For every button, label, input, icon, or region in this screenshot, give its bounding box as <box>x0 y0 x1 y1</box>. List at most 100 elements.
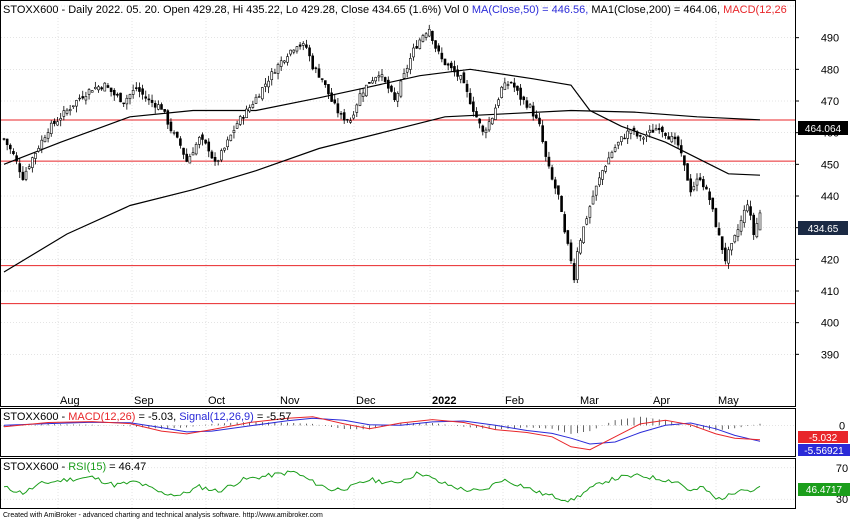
candle-body <box>119 92 122 103</box>
candle-body <box>204 139 207 144</box>
candle-body <box>308 47 311 57</box>
price-pane-frame <box>0 0 796 407</box>
candle-body <box>746 204 749 212</box>
candle-body <box>323 80 327 85</box>
candle-body <box>563 214 567 233</box>
candle-body <box>399 80 403 97</box>
candle-body <box>201 134 204 140</box>
candle-body <box>273 72 277 74</box>
candle-body <box>72 105 75 108</box>
candle-body <box>27 166 31 169</box>
candle-body <box>380 74 384 78</box>
candle-body <box>43 137 47 143</box>
candle-body <box>371 80 374 84</box>
candle-body <box>358 93 362 106</box>
candle-body <box>128 94 132 100</box>
candle-body <box>720 236 724 250</box>
candle-body <box>431 30 434 41</box>
candle-body <box>487 121 491 131</box>
candle-body <box>9 144 12 150</box>
candle-body <box>692 186 696 191</box>
candle-body <box>106 85 110 88</box>
candle-body <box>342 112 346 121</box>
candle-body <box>361 92 365 97</box>
candle-body <box>226 139 229 148</box>
candle-body <box>670 136 674 143</box>
ma200-value-tag-text: 464.064 <box>805 124 842 135</box>
candle-body <box>475 111 478 118</box>
candle-body <box>53 120 56 124</box>
candle-body <box>216 160 220 162</box>
candle-body <box>75 100 78 107</box>
candle-body <box>516 85 519 91</box>
candle-body <box>689 178 693 193</box>
candle-body <box>131 90 135 95</box>
candle-body <box>701 179 705 188</box>
candle-body <box>185 153 188 162</box>
price-tick-label: 450 <box>821 159 839 171</box>
month-tick-label: Nov <box>280 395 300 407</box>
candle-body <box>383 77 387 82</box>
month-tick-label: Oct <box>208 395 225 407</box>
candle-body <box>427 28 431 37</box>
month-tick-label: May <box>718 395 739 407</box>
candle-body <box>352 114 355 119</box>
candle-body <box>336 103 340 114</box>
month-tick-label: Feb <box>505 395 524 407</box>
candle-body <box>97 86 100 91</box>
candle-body <box>15 155 18 162</box>
candle-body <box>109 87 113 92</box>
candle-body <box>673 136 677 140</box>
rsi-pane-title: STOXX600 - RSI(15) = 46.47 <box>3 461 146 473</box>
price-tick-label: 440 <box>821 191 839 203</box>
candle-body <box>613 147 617 152</box>
candle-body <box>645 134 648 137</box>
signal-value-tag: -5.56921 <box>798 444 850 457</box>
candle-body <box>730 243 733 251</box>
candle-body <box>207 141 211 152</box>
candle-body <box>472 101 475 112</box>
candle-body <box>443 58 447 66</box>
candle-body <box>320 78 324 80</box>
candle-body <box>198 137 201 145</box>
candle-body <box>506 84 510 86</box>
candle-body <box>286 56 289 63</box>
candle-body <box>544 141 548 157</box>
price-header-prefix: STOXX600 - Daily 2022. 05. 20. Open 429.… <box>3 4 472 16</box>
candle-body <box>147 98 151 101</box>
candle-body <box>292 49 296 53</box>
candle-body <box>349 120 352 123</box>
month-tick-label: Sep <box>134 395 154 407</box>
rsi-pane-frame <box>0 458 796 509</box>
candle-body <box>632 127 636 131</box>
candle-body <box>664 132 667 136</box>
candle-body <box>522 96 526 101</box>
candle-body <box>248 107 251 112</box>
candle-body <box>264 83 267 87</box>
candle-body <box>494 107 497 120</box>
candle-body <box>695 178 699 186</box>
macd-header-macd: MACD(12,26) <box>68 411 135 423</box>
candle-body <box>535 114 538 119</box>
rsi-pane: 30 70 <box>1 463 848 506</box>
ma200-line <box>3 109 761 273</box>
price-tick-label: 420 <box>821 254 839 266</box>
candle-body <box>638 135 642 137</box>
candle-body <box>160 104 163 110</box>
candle-body <box>594 185 598 196</box>
candle-body <box>390 85 393 92</box>
candle-body <box>412 47 415 58</box>
candle-body <box>519 87 522 100</box>
candle-body <box>289 49 292 55</box>
candle-body <box>752 214 756 235</box>
macd-tick-label: 0 <box>839 420 845 432</box>
candle-body <box>598 177 601 186</box>
candle-body <box>24 170 28 180</box>
macd-value-tag-text: -5.032 <box>809 433 838 444</box>
candle-body <box>78 97 81 100</box>
candle-body <box>497 99 500 106</box>
candle-body <box>453 66 456 73</box>
candle-body <box>528 104 532 108</box>
price-tick-label: 490 <box>821 33 839 45</box>
